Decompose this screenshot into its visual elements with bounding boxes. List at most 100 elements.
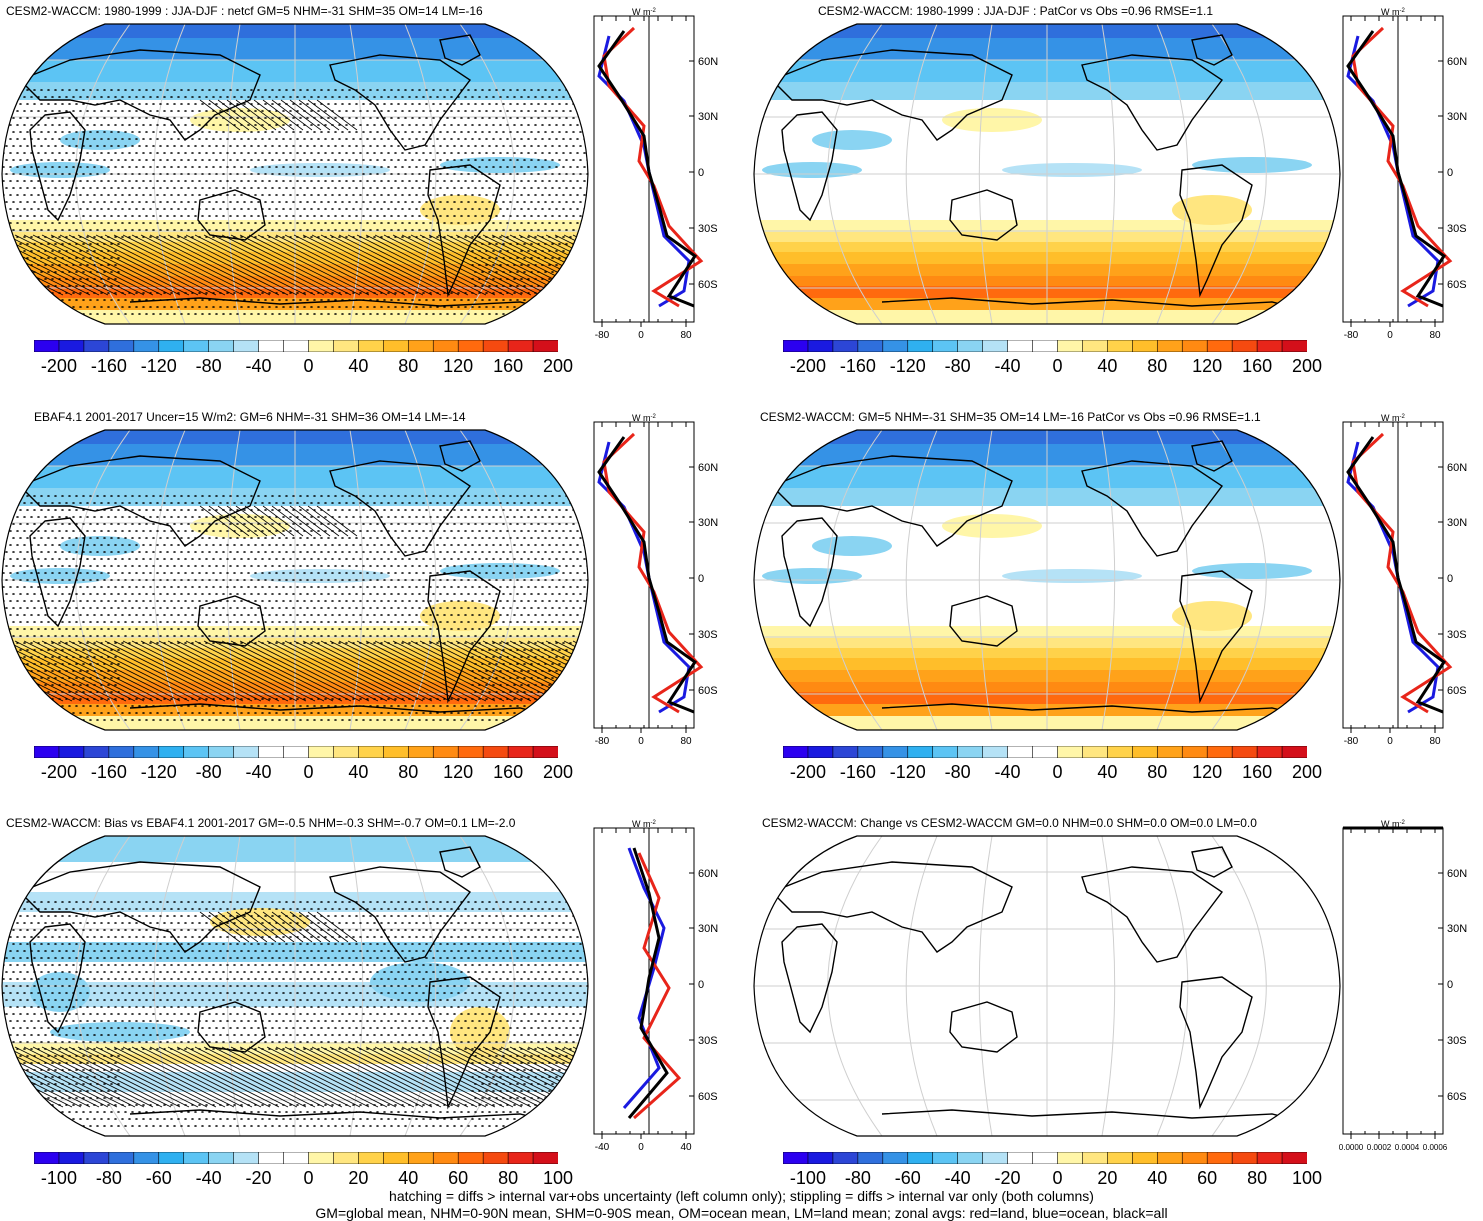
zonal-curve xyxy=(1346,30,1447,308)
colorbar-swatch xyxy=(358,340,385,352)
colorbar-swatch xyxy=(1231,746,1258,758)
colorbar-swatch xyxy=(1007,340,1034,352)
colorbar-tick-label: -120 xyxy=(889,356,926,376)
panel-title: CESM2-WACCM: GM=5 NHM=-31 SHM=35 OM=14 L… xyxy=(760,410,1261,424)
colorbar-swatch xyxy=(1132,1152,1159,1164)
zonal-y-tick-label: 30N xyxy=(698,923,718,935)
colorbar-tick-label: 40 xyxy=(398,1168,419,1188)
zonal-unit-label: W m-2 xyxy=(632,819,656,829)
colorbar-swatch xyxy=(932,340,959,352)
colorbar-tick-label: 80 xyxy=(1247,1168,1268,1188)
colorbar-swatch xyxy=(34,1152,60,1164)
map-robinson xyxy=(753,429,1341,731)
zonal-x-tick-label: 80 xyxy=(1429,330,1441,341)
colorbar-tick-label: 80 xyxy=(498,1168,519,1188)
zonal-y-tick-label: 30S xyxy=(1447,223,1467,235)
zonal-y-tick-label: 30S xyxy=(698,1035,718,1047)
colorbar-swatch xyxy=(882,1152,909,1164)
colorbar-swatch xyxy=(1007,1152,1034,1164)
zonal-x-tick-label: 0 xyxy=(638,736,644,747)
zonal-unit-label: W m-2 xyxy=(632,7,656,17)
colorbar-tick-label: -80 xyxy=(944,356,971,376)
colorbar-swatch xyxy=(783,1152,809,1164)
zonal-y-tick-label: 60N xyxy=(1447,56,1467,68)
colorbar-swatch xyxy=(283,1152,310,1164)
colorbar-swatch xyxy=(358,1152,385,1164)
zonal-y-tick-label: 0 xyxy=(1447,979,1453,991)
colorbar-tick-label: 80 xyxy=(1147,762,1168,782)
zonal-y-tick-label: 30N xyxy=(698,517,718,529)
colorbar-swatch xyxy=(383,340,410,352)
panel-title: CESM2-WACCM: 1980-1999 : JJA-DJF : netcf… xyxy=(6,4,483,18)
colorbar-swatch xyxy=(1032,746,1059,758)
colorbar-swatch xyxy=(333,746,360,758)
zonal-mean-plot: W m-2 60N 30N 0 30S 60S 0.0000 0.0002 0.0004 0.00… xyxy=(1339,819,1467,1152)
colorbar-swatch xyxy=(1032,340,1059,352)
colorbar-tick-label: -100 xyxy=(789,1168,826,1188)
zonal-x-tick-label: -40 xyxy=(595,1142,610,1153)
zonal-unit-label: W m-2 xyxy=(632,413,656,423)
colorbar-swatch xyxy=(258,340,285,352)
colorbar-tick-label: -160 xyxy=(90,356,127,376)
zonal-x-tick-label: 0 xyxy=(1387,330,1393,341)
colorbar-swatch xyxy=(857,746,884,758)
zonal-y-tick-label: 30S xyxy=(1447,629,1467,641)
colorbar-swatch xyxy=(1156,340,1184,352)
colorbar-tick-label: -40 xyxy=(195,1168,222,1188)
colorbar-swatch xyxy=(333,340,360,352)
footer-note-2: GM=global mean, NHM=0-90N mean, SHM=0-90… xyxy=(315,1205,1168,1221)
colorbar-swatch xyxy=(308,1152,335,1164)
zonal-x-tick-label: 0.0004 xyxy=(1395,1143,1420,1152)
zonal-y-tick-label: 60S xyxy=(698,279,718,291)
colorbar xyxy=(783,1152,1307,1164)
colorbar-swatch xyxy=(832,746,859,758)
zonal-mean-plot: W m-2 60N 30N 0 30S 60S -80 0 80 xyxy=(1342,413,1467,747)
zonal-x-tick-label: -80 xyxy=(595,736,610,747)
colorbar-tick-label: -40 xyxy=(994,356,1021,376)
colorbar-swatch xyxy=(308,340,335,352)
zonal-curve xyxy=(622,847,666,1109)
colorbar-swatch xyxy=(158,340,185,352)
colorbar-tick-label: -100 xyxy=(40,1168,77,1188)
colorbar-swatch xyxy=(432,746,459,758)
zonal-y-tick-label: 60N xyxy=(698,868,718,880)
colorbar-tick-label: 80 xyxy=(398,762,419,782)
zonal-curve xyxy=(627,847,669,1119)
zonal-y-tick-label: 60N xyxy=(1447,462,1467,474)
colorbar-tick-label: -200 xyxy=(40,762,77,782)
colorbar-swatch xyxy=(258,1152,285,1164)
colorbar-swatch xyxy=(882,746,909,758)
colorbar-swatch xyxy=(1156,746,1184,758)
colorbar-swatch xyxy=(1231,1152,1258,1164)
colorbar-swatch xyxy=(83,340,110,352)
colorbar-swatch xyxy=(907,746,934,758)
colorbar-swatch xyxy=(832,340,859,352)
colorbar-swatch xyxy=(1107,746,1134,758)
colorbar-tick-label: 200 xyxy=(1291,762,1323,782)
zonal-x-tick-label: 0 xyxy=(638,1142,644,1153)
colorbar-swatch xyxy=(283,340,310,352)
colorbar-tick-label: -120 xyxy=(140,762,177,782)
colorbar-tick-label: -80 xyxy=(195,356,222,376)
colorbar-swatch xyxy=(258,746,285,758)
zonal-y-tick-label: 60S xyxy=(698,1091,718,1103)
map-robinson xyxy=(1,835,589,1137)
zonal-curve xyxy=(602,26,704,308)
colorbar-swatch xyxy=(1007,746,1034,758)
zonal-curve xyxy=(1351,26,1453,308)
colorbar-tick-label: 60 xyxy=(448,1168,469,1188)
zonal-curve xyxy=(1351,432,1453,714)
colorbar-tick-label: -200 xyxy=(789,356,826,376)
colorbar-swatch xyxy=(233,340,260,352)
colorbar-swatch xyxy=(1181,340,1208,352)
zonal-y-tick-label: 0 xyxy=(1447,573,1453,585)
zonal-y-tick-label: 0 xyxy=(1447,167,1453,179)
colorbar-swatch xyxy=(432,340,459,352)
zonal-y-tick-label: 30S xyxy=(698,223,718,235)
zonal-mean-plot: W m-2 60N 30N 0 30S 60S -40 0 40 xyxy=(593,819,718,1153)
zonal-y-tick-label: 0 xyxy=(698,573,704,585)
zonal-x-tick-label: -80 xyxy=(595,330,610,341)
colorbar-tick-label: 0 xyxy=(303,762,314,782)
zonal-x-tick-label: 40 xyxy=(680,1142,692,1153)
colorbar-tick-label: 200 xyxy=(1291,356,1323,376)
